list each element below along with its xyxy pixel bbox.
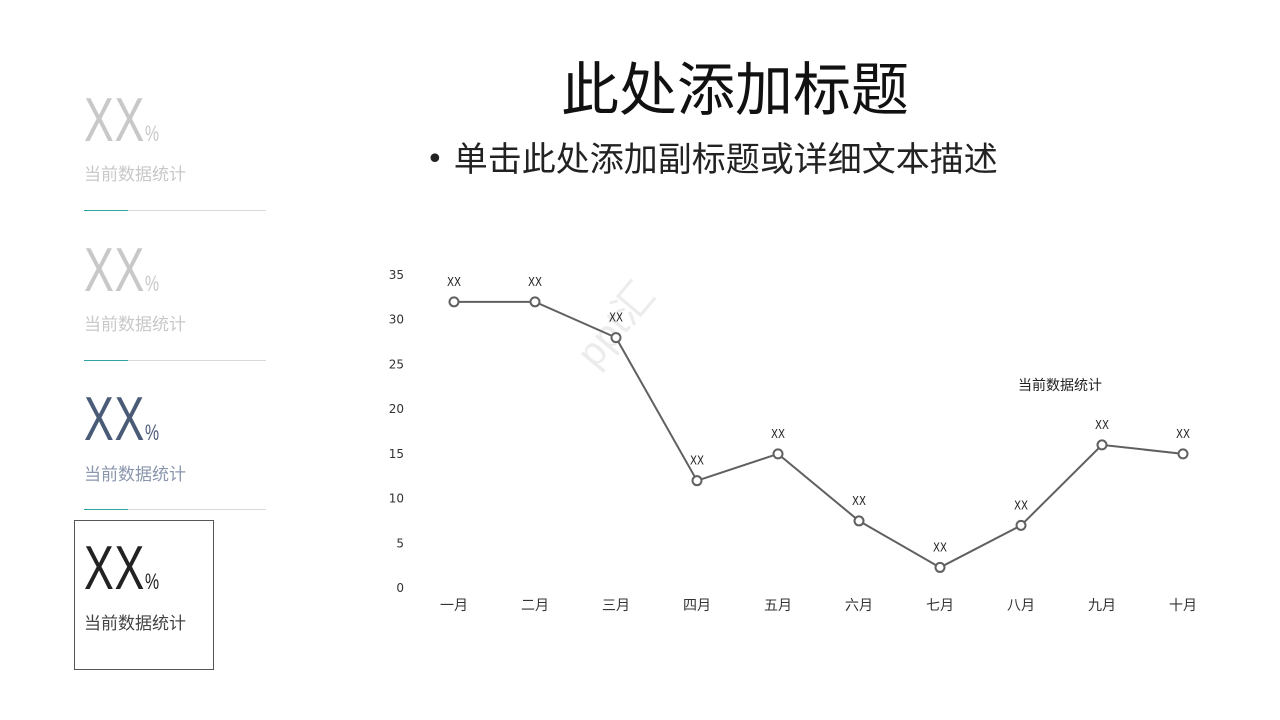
stat-label: 当前数据统计 — [84, 614, 186, 634]
stat-divider — [84, 210, 266, 211]
data-point — [610, 332, 622, 344]
stat-value-text: XX — [84, 86, 145, 155]
stat-divider — [84, 360, 266, 361]
data-point — [853, 515, 865, 527]
slide-title-text: 此处添加标题 — [560, 56, 909, 124]
data-label: XX — [1176, 427, 1190, 441]
data-point — [691, 475, 703, 487]
data-point — [934, 561, 946, 573]
data-label: XX — [852, 494, 866, 508]
x-tick-label: 五月 — [764, 598, 792, 614]
data-label: XX — [1095, 418, 1109, 432]
y-tick-label: 30 — [389, 313, 404, 327]
stat-value-text: XX — [84, 236, 145, 305]
x-tick-label: 三月 — [602, 598, 630, 614]
stat-block-1[interactable]: XX% 当前数据统计 — [84, 90, 266, 212]
data-label: XX — [933, 541, 947, 555]
data-label: XX — [690, 454, 704, 468]
y-tick-label: 15 — [389, 447, 404, 461]
slide-title[interactable]: 此处添加标题 — [540, 54, 930, 126]
x-tick-label: 一月 — [440, 598, 468, 614]
stat-unit: % — [144, 420, 160, 445]
y-tick-label: 10 — [389, 492, 404, 506]
data-point — [1177, 448, 1189, 460]
stat-block-4[interactable]: XX% 当前数据统计 — [84, 538, 266, 638]
x-tick-label: 七月 — [926, 598, 954, 614]
stat-value-text: XX — [84, 385, 145, 454]
stat-label: 当前数据统计 — [84, 315, 186, 335]
data-label: XX — [528, 275, 542, 289]
stat-label: 当前数据统计 — [84, 465, 186, 485]
data-point — [529, 296, 541, 308]
data-point — [448, 296, 460, 308]
series-line — [454, 300, 1184, 569]
stat-value: XX% — [84, 90, 159, 165]
line-chart: 0 5 10 15 20 25 30 35 一月 二月 三月 四月 五月 六月 七月 八月 九月 十月 XX XX XX… — [389, 268, 1197, 614]
stat-highlight-frame — [74, 520, 214, 670]
data-point — [772, 448, 784, 460]
data-label: XX — [447, 275, 461, 289]
x-tick-label: 十月 — [1169, 598, 1197, 614]
stat-unit: % — [144, 271, 160, 296]
stat-divider-accent — [84, 509, 128, 510]
y-tick-label: 25 — [389, 357, 404, 371]
legend-label: 当前数据统计 — [1018, 377, 1102, 394]
data-point — [1015, 519, 1027, 531]
y-tick-label: 20 — [389, 402, 404, 416]
stat-divider-accent — [84, 210, 128, 211]
stat-label: 当前数据统计 — [84, 165, 186, 185]
slide-subtitle[interactable]: • 单击此处添加副标题或详细文本描述 — [426, 138, 998, 182]
y-tick-label: 5 — [396, 536, 404, 550]
bullet-icon: • — [426, 142, 444, 177]
stat-unit: % — [144, 569, 160, 594]
x-tick-label: 四月 — [683, 598, 711, 614]
x-tick-label: 六月 — [845, 598, 873, 614]
stat-block-2[interactable]: XX% 当前数据统计 — [84, 240, 266, 362]
data-label: XX — [609, 311, 623, 325]
y-tick-label: 35 — [389, 268, 404, 282]
x-tick-label: 二月 — [521, 598, 549, 614]
x-tick-label: 八月 — [1007, 598, 1035, 614]
stat-unit: % — [144, 121, 160, 146]
stat-value: XX% — [84, 389, 159, 464]
stat-value: XX% — [84, 240, 159, 315]
y-tick-label: 0 — [396, 581, 404, 595]
stat-block-3[interactable]: XX% 当前数据统计 — [84, 389, 266, 511]
data-label: XX — [1014, 499, 1028, 513]
data-label: XX — [771, 427, 785, 441]
data-point — [1096, 439, 1108, 451]
stat-value: XX% — [84, 538, 159, 613]
stat-divider — [84, 509, 266, 510]
stat-divider-accent — [84, 360, 128, 361]
stat-value-text: XX — [84, 534, 145, 603]
slide-subtitle-text: 单击此处添加副标题或详细文本描述 — [453, 140, 998, 180]
x-tick-label: 九月 — [1088, 598, 1116, 614]
